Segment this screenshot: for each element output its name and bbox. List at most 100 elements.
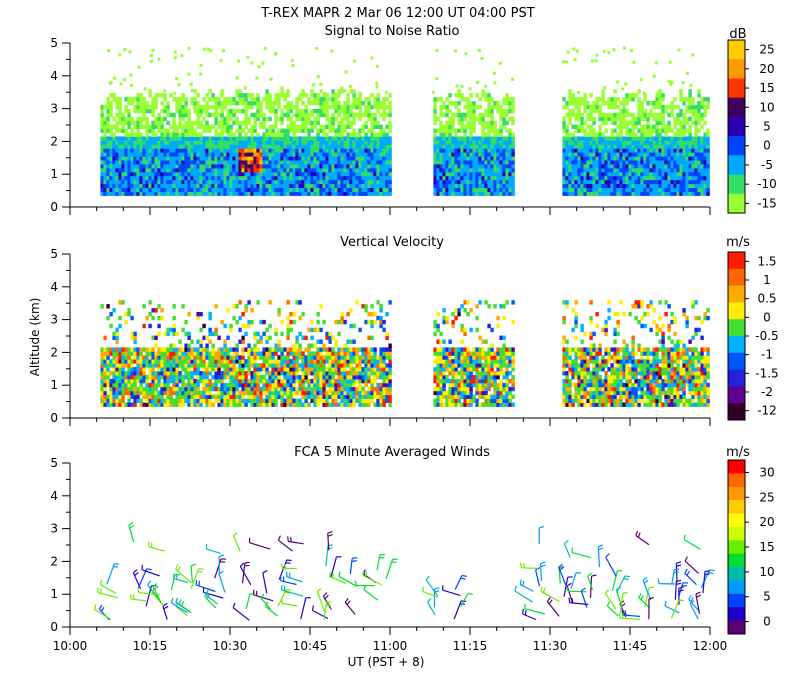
snr-cell [358, 183, 362, 188]
snr-cell [670, 128, 674, 133]
snr-cell [322, 191, 326, 196]
snr-cell [625, 128, 629, 133]
snr-cell [601, 160, 605, 165]
vv-cell [103, 351, 107, 356]
vv-cell [127, 359, 131, 364]
snr-cell [505, 160, 509, 165]
snr-cell [685, 175, 689, 181]
colorbar-label: -10 [757, 177, 777, 191]
snr-cell [181, 187, 185, 192]
snr-cell [115, 179, 119, 185]
snr-cell [505, 97, 509, 102]
snr-cell [451, 152, 455, 157]
snr-cell [109, 183, 113, 188]
vv-cell [214, 367, 218, 372]
snr-cell [445, 183, 449, 188]
snr-cell [499, 136, 503, 141]
vv-cell [100, 359, 104, 364]
snr-cell [166, 187, 170, 192]
snr-cell [679, 97, 683, 102]
snr-cell [376, 124, 380, 129]
snr-cell [157, 116, 161, 122]
snr-cell [505, 112, 509, 118]
vv-cell [226, 347, 230, 352]
snr-cell [487, 156, 491, 161]
snr-cell [307, 144, 311, 149]
vv-cell [220, 382, 224, 388]
snr-cell [373, 191, 377, 196]
snr-cell [118, 152, 122, 157]
snr-cell [286, 128, 290, 133]
snr-cell [454, 160, 458, 165]
snr-cell [475, 179, 479, 185]
snr-cell [466, 187, 470, 192]
snr-cell [700, 104, 704, 110]
snr-cell [670, 156, 674, 161]
snr-cell [127, 156, 131, 161]
snr-cell [610, 191, 614, 196]
snr-cell [154, 120, 158, 126]
snr-cell [706, 101, 710, 106]
snr-cell [337, 156, 341, 161]
vv-cell [163, 402, 167, 407]
snr-cell [166, 144, 170, 149]
snr-cell [139, 108, 143, 114]
snr-cell [433, 148, 437, 153]
snr-cell [265, 191, 269, 196]
snr-cell [169, 164, 173, 169]
snr-cell [691, 160, 695, 165]
snr-cell [565, 104, 569, 110]
vv-cell [130, 386, 134, 392]
snr-cell [511, 116, 515, 122]
snr-cell [325, 167, 329, 173]
snr-cell [688, 89, 692, 94]
snr-cell [349, 164, 353, 169]
snr-cell [100, 136, 104, 141]
snr-cell [667, 179, 671, 185]
snr-cell [352, 183, 356, 188]
snr-cell [193, 120, 197, 126]
vv-cell [151, 378, 155, 384]
snr-cell [493, 148, 497, 153]
vv-cell [127, 371, 131, 376]
snr-cell [238, 179, 242, 185]
snr-cell [316, 97, 320, 102]
snr-cell [376, 93, 380, 98]
snr-cell [175, 191, 179, 196]
vv-cell [151, 371, 155, 376]
snr-cell [697, 120, 701, 126]
snr-cell [133, 191, 137, 196]
snr-cell [700, 152, 704, 157]
snr-cell [595, 136, 599, 141]
snr-cell [655, 124, 659, 129]
snr-cell [586, 187, 590, 192]
vv-cell [118, 323, 122, 329]
snr-cell [196, 171, 200, 177]
snr-cell [649, 148, 653, 153]
vv-cell [190, 402, 194, 407]
snr-cell [589, 140, 593, 145]
snr-cell [334, 108, 338, 114]
vv-cell [100, 304, 104, 309]
snr-cell [673, 144, 677, 149]
snr-cell [109, 175, 113, 181]
snr-cell [301, 187, 305, 192]
snr-cell [682, 136, 686, 141]
snr-cell [112, 132, 116, 137]
snr-cell [112, 97, 116, 102]
snr-cell [100, 167, 104, 173]
vv-cell [241, 386, 245, 392]
snr-noise-cell [187, 46, 191, 50]
vv-cell [226, 335, 230, 340]
vv-cell [127, 367, 131, 372]
snr-cell [355, 156, 359, 161]
vv-cell [193, 398, 197, 403]
snr-cell [175, 179, 179, 185]
snr-cell [253, 171, 257, 177]
snr-cell [658, 160, 662, 165]
vv-cell [187, 390, 191, 396]
snr-cell [142, 124, 146, 129]
snr-cell [304, 104, 308, 110]
snr-cell [154, 156, 158, 161]
vv-cell [256, 378, 260, 384]
